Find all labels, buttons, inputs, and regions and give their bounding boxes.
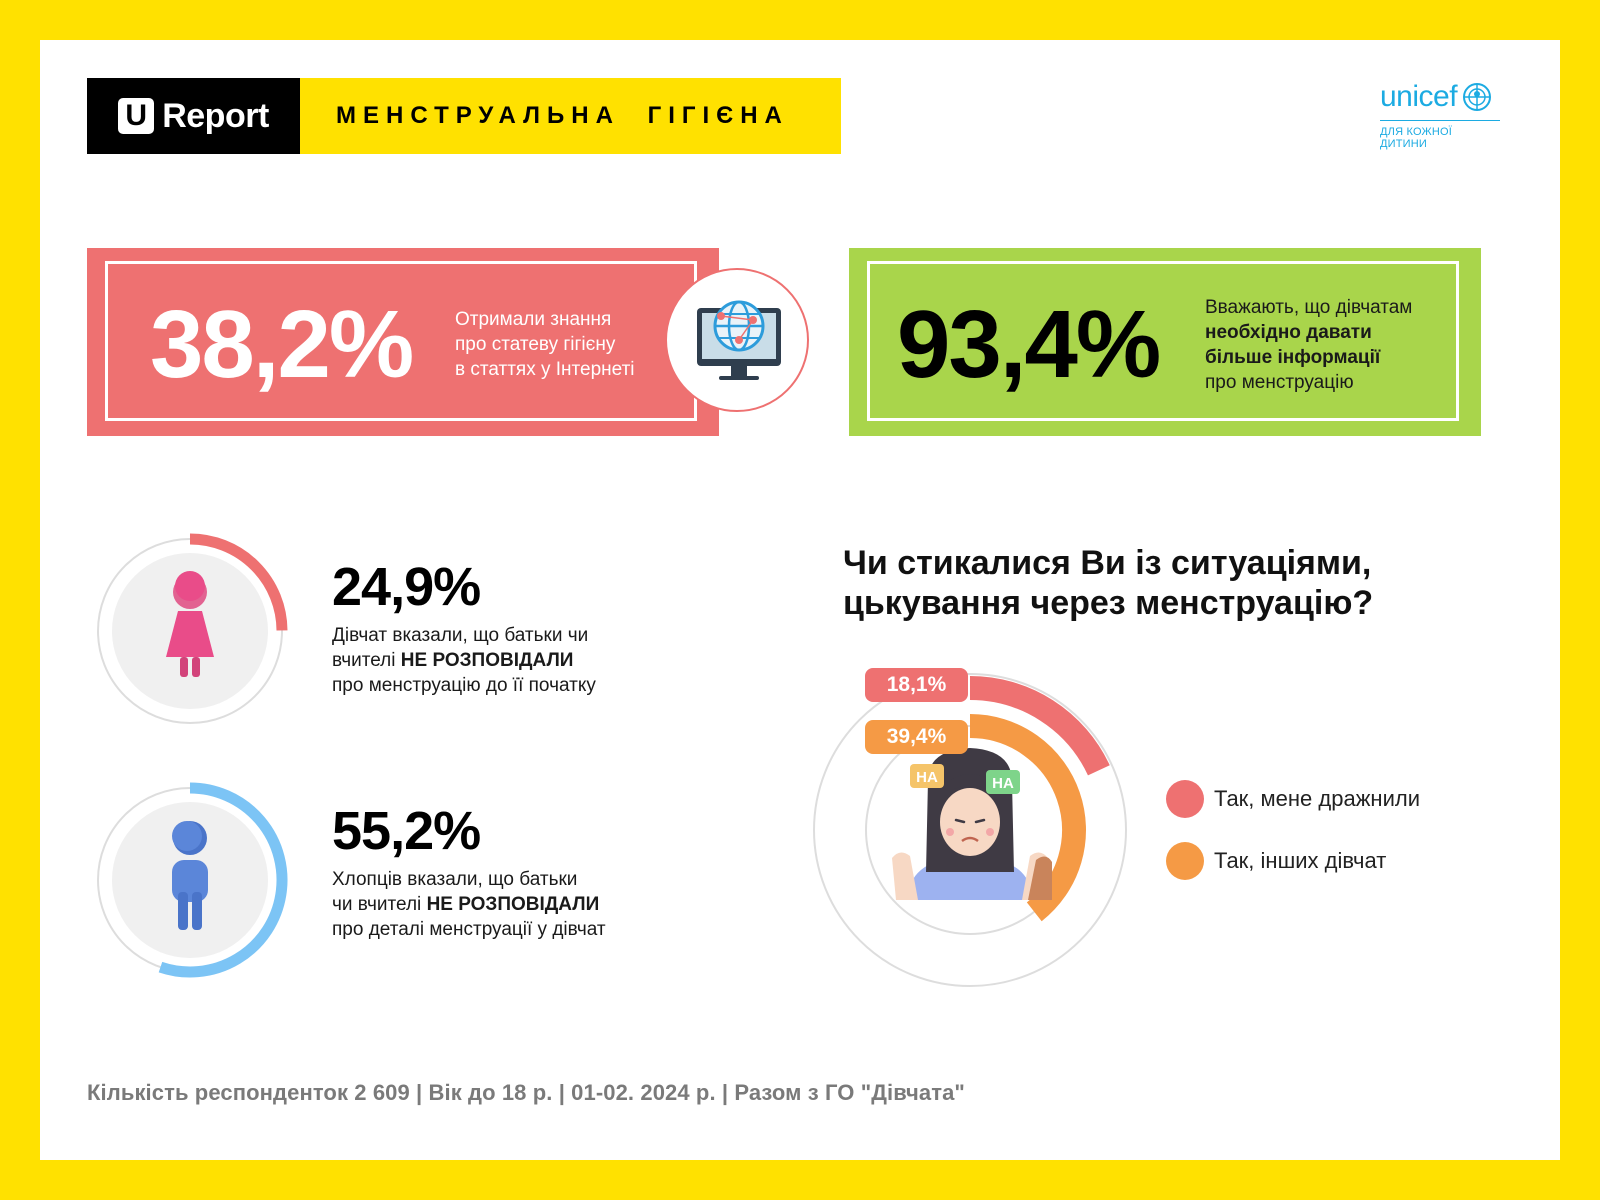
stat-more-info-desc-bold: більше інформації — [1205, 347, 1381, 368]
boys-desc-pre: чи вчителі — [332, 894, 427, 915]
laugh-bubble-right: HA — [986, 770, 1020, 794]
legend-dot-teased — [1166, 780, 1204, 818]
bullying-question: Чи стикалися Ви із ситуаціями, цькування… — [843, 543, 1483, 623]
girls-desc-line: Дівчат вказали, що батьки чи — [332, 625, 589, 646]
boys-desc: Хлопців вказали, що батьки чи вчителі НЕ… — [332, 867, 672, 942]
bullying-question-line: цькування через менструацію? — [843, 584, 1374, 622]
stat-internet-value: 38,2% — [150, 291, 414, 398]
laugh-bubble-left: HA — [910, 764, 944, 788]
bullying-donut-chart: HA HA — [813, 673, 1127, 987]
boys-desc-line: Хлопців вказали, що батьки — [332, 869, 578, 890]
legend-item-other-girls: Так, інших дівчат — [1166, 842, 1386, 880]
stat-more-info-frame — [867, 261, 1459, 421]
legend-label-teased: Так, мене дражнили — [1214, 786, 1420, 811]
boys-progress-arc — [158, 782, 288, 978]
donut-label-teased: 18,1% — [865, 668, 968, 702]
girls-desc: Дівчат вказали, що батьки чи вчителі НЕ … — [332, 623, 672, 698]
girls-desc-bold: НЕ РОЗПОВІДАЛИ — [400, 650, 574, 671]
boys-progress-ring — [97, 782, 288, 978]
stat-more-info-desc-bold: необхідно давати — [1205, 322, 1372, 343]
footer-meta: Кількість респонденток 2 609 | Вік до 18… — [87, 1080, 965, 1105]
stat-internet-desc-line: про статеву гігієну — [455, 334, 616, 355]
unicef-globe-icon — [1463, 83, 1492, 111]
bullying-question-line: Чи стикалися Ви із ситуаціями, — [843, 544, 1372, 582]
unicef-tagline: ДЛЯ КОЖНОЇ ДИТИНИ — [1380, 120, 1500, 150]
ureport-logo-word: Report — [162, 96, 269, 135]
girls-value: 24,9% — [332, 557, 481, 617]
girls-progress-ring — [97, 533, 288, 724]
stat-more-info-box — [849, 248, 1481, 436]
girls-desc-line: про менструацію до її початку — [332, 675, 596, 696]
laugh-text: HA — [992, 775, 1014, 792]
donut-label-other-girls-text: 39,4% — [886, 725, 947, 748]
stat-internet-desc-line: Отримали знання — [455, 309, 612, 330]
globe-monitor-icon — [697, 300, 781, 380]
donut-slice-other-girls — [969, 714, 1086, 922]
legend-label-other-girls: Так, інших дівчат — [1214, 848, 1387, 873]
boys-desc-bold: НЕ РОЗПОВІДАЛИ — [426, 894, 600, 915]
stat-more-info-desc: Вважають, що дівчатам необхідно давати б… — [1205, 295, 1465, 395]
title-bar: МЕНСТРУАЛЬНА ГІГІЄНА — [300, 78, 841, 154]
stat-more-info-desc-line: Вважають, що дівчатам — [1205, 297, 1413, 318]
boys-desc-line: про деталі менструації у дівчат — [332, 919, 606, 940]
boys-value: 55,2% — [332, 801, 481, 861]
infographic-card — [40, 40, 1560, 1160]
stat-more-info-value: 93,4% — [897, 291, 1161, 398]
girls-desc-pre: вчителі — [332, 650, 401, 671]
crying-girl-icon — [892, 748, 1052, 900]
page-title: МЕНСТРУАЛЬНА ГІГІЄНА — [336, 102, 789, 129]
stat-internet-desc-line: в статтях у Інтернеті — [455, 359, 635, 380]
ureport-logo: U Report — [87, 78, 300, 154]
stat-internet-desc: Отримали знання про статеву гігієну в ст… — [455, 307, 675, 382]
legend-item-teased: Так, мене дражнили — [1166, 780, 1420, 818]
donut-label-other-girls: 39,4% — [865, 720, 968, 754]
donut-slice-teased — [969, 676, 1110, 776]
girl-icon — [166, 571, 214, 677]
donut-label-teased-text: 18,1% — [886, 673, 947, 696]
globe-badge — [665, 268, 809, 412]
legend-dot-other-girls — [1166, 842, 1204, 880]
stat-more-info-desc-line: про менструацію — [1205, 372, 1354, 393]
girls-progress-arc — [189, 533, 288, 631]
unicef-wordmark: unicef — [1380, 80, 1458, 113]
laugh-text: HA — [916, 769, 938, 786]
boy-icon — [172, 821, 208, 930]
ureport-logo-mark: U — [118, 98, 155, 134]
unicef-logo: unicef ДЛЯ КОЖНОЇ ДИТИНИ — [1380, 80, 1515, 150]
